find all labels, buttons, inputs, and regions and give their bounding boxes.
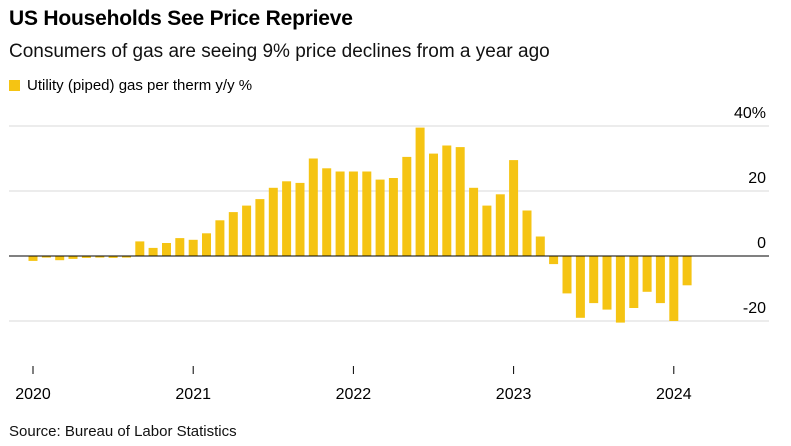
bar <box>335 171 345 256</box>
bar <box>482 205 492 256</box>
bar <box>562 256 572 294</box>
bar <box>469 187 479 257</box>
bar <box>68 256 78 259</box>
legend: Utility (piped) gas per therm y/y % <box>9 77 252 94</box>
bar <box>322 168 332 257</box>
y-tick-label: 20 <box>748 170 766 187</box>
chart-subtitle: Consumers of gas are seeing 9% price dec… <box>9 41 550 62</box>
bar <box>108 256 118 258</box>
bar <box>348 171 358 256</box>
bar <box>148 247 158 256</box>
bar <box>202 233 211 257</box>
bar <box>295 182 305 256</box>
y-tick-label: -20 <box>743 300 766 317</box>
y-tick-label: 40% <box>734 105 766 122</box>
source-note: Source: Bureau of Labor Statistics <box>9 423 237 440</box>
bar <box>122 256 131 258</box>
x-tick-label: 2023 <box>496 386 532 403</box>
bar <box>28 256 38 261</box>
x-tick-label: 2021 <box>175 386 211 403</box>
bar <box>682 256 692 286</box>
bar <box>162 243 171 256</box>
bar <box>442 145 452 256</box>
bar <box>549 256 559 265</box>
legend-label: Utility (piped) gas per therm y/y % <box>27 77 253 94</box>
bar <box>175 238 185 256</box>
bar <box>415 127 425 256</box>
bar <box>615 256 625 323</box>
bar <box>55 256 65 261</box>
x-tick-label: 2024 <box>656 386 692 403</box>
bar <box>402 156 412 256</box>
bar <box>255 199 265 256</box>
legend-swatch <box>9 80 20 91</box>
bar <box>242 205 252 256</box>
x-tick-label: 2022 <box>336 386 372 403</box>
bar <box>388 178 398 256</box>
bar <box>655 256 665 304</box>
bar <box>308 158 318 256</box>
y-tick-label: 0 <box>757 235 766 252</box>
bar <box>589 256 599 304</box>
bar <box>135 241 145 256</box>
bar <box>95 256 105 258</box>
bar <box>282 181 292 257</box>
bar <box>268 187 278 257</box>
bar <box>455 147 465 256</box>
bar <box>522 210 532 256</box>
bar <box>535 236 545 256</box>
bar <box>188 239 198 257</box>
chart-title: US Households See Price Reprieve <box>9 7 353 30</box>
bar <box>495 194 505 257</box>
bar <box>575 256 585 318</box>
bar <box>509 160 519 256</box>
bar <box>228 212 238 256</box>
bar <box>375 179 385 256</box>
bar <box>669 256 679 321</box>
x-tick-label: 2020 <box>15 386 51 403</box>
bar <box>602 256 612 310</box>
bar <box>215 220 225 257</box>
bar <box>642 256 652 292</box>
bar <box>629 256 639 308</box>
bar <box>41 256 51 258</box>
bar <box>362 171 372 256</box>
bar <box>81 256 91 258</box>
bar <box>429 153 438 256</box>
